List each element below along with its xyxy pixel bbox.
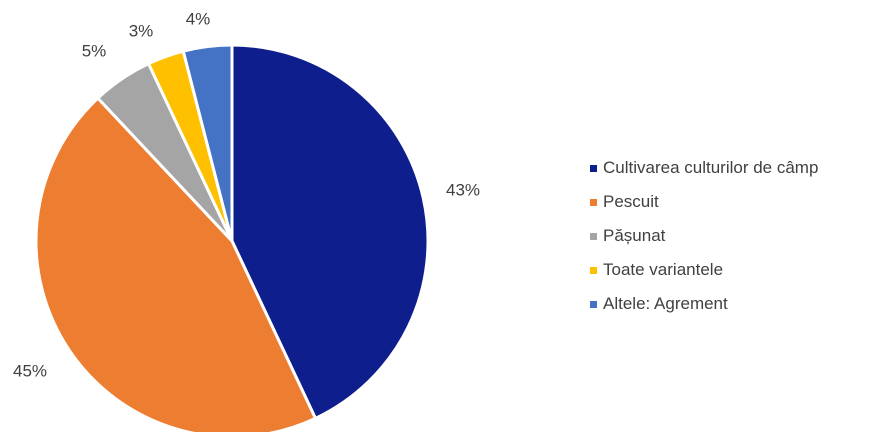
data-label: 45% xyxy=(13,361,47,380)
legend-item-toate-variantele: Toate variantele xyxy=(590,253,818,287)
data-label: 3% xyxy=(129,21,154,40)
chart-legend: Cultivarea culturilor de câmp Pescuit Pă… xyxy=(590,151,818,321)
data-label: 4% xyxy=(186,9,211,28)
legend-swatch xyxy=(590,301,597,308)
legend-item-altele-agrement: Altele: Agrement xyxy=(590,287,818,321)
legend-label: Toate variantele xyxy=(603,260,723,280)
legend-label: Altele: Agrement xyxy=(603,294,728,314)
legend-label: Pășunat xyxy=(603,226,665,246)
pie-slices xyxy=(36,45,428,432)
legend-item-cultivarea: Cultivarea culturilor de câmp xyxy=(590,151,818,185)
legend-swatch xyxy=(590,267,597,274)
data-label: 5% xyxy=(82,41,107,60)
legend-swatch xyxy=(590,233,597,240)
legend-swatch xyxy=(590,199,597,206)
legend-label: Cultivarea culturilor de câmp xyxy=(603,158,818,178)
legend-swatch xyxy=(590,165,597,172)
data-label: 43% xyxy=(446,180,480,199)
legend-label: Pescuit xyxy=(603,192,659,212)
legend-item-pasunat: Pășunat xyxy=(590,219,818,253)
legend-item-pescuit: Pescuit xyxy=(590,185,818,219)
